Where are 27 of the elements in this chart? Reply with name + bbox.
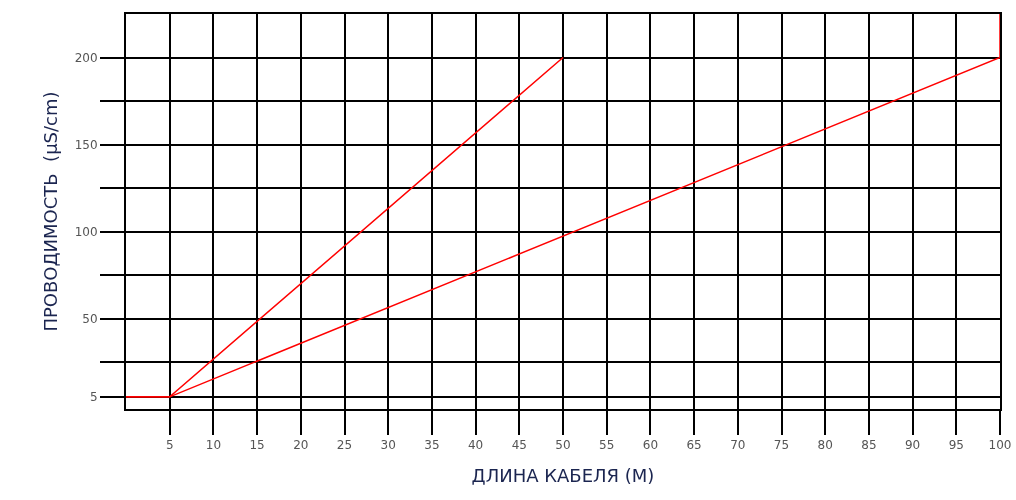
- x-tick-label: 30: [380, 438, 396, 453]
- x-tick-label: 70: [730, 438, 746, 453]
- x-tick-label: 60: [642, 438, 659, 453]
- x-tick-label: 65: [686, 438, 702, 453]
- x-tick-label: 20: [293, 438, 309, 453]
- x-tick-label: 100: [988, 438, 1012, 453]
- x-tick-label: 75: [773, 438, 790, 453]
- y-tick-label: 150: [74, 137, 98, 152]
- x-tick-label: 85: [861, 438, 877, 453]
- y-tick-label: 200: [74, 50, 98, 65]
- x-tick-label: 40: [467, 438, 484, 453]
- x-axis-title: ДЛИНА КАБЕЛЯ (М): [471, 465, 655, 486]
- x-tick-label: 55: [599, 438, 615, 453]
- x-tick-label: 15: [249, 438, 265, 453]
- y-tick-label: 50: [82, 311, 98, 326]
- y-tick-label: 5: [89, 390, 98, 405]
- x-tick-label: 80: [817, 438, 833, 453]
- x-tick-label: 25: [336, 438, 353, 453]
- x-tick-label: 95: [948, 438, 964, 453]
- x-tick-label: 5: [165, 438, 174, 453]
- y-axis-title: ПРОВОДИМОСТЬ (µS/cm): [40, 91, 62, 332]
- x-tick-label: 35: [424, 438, 440, 453]
- x-tick-label: 10: [205, 438, 222, 453]
- y-tick-label: 100: [74, 224, 98, 239]
- x-tick-label: 50: [555, 438, 571, 453]
- x-tick-label: 90: [904, 438, 921, 453]
- x-tick-label: 45: [511, 438, 527, 453]
